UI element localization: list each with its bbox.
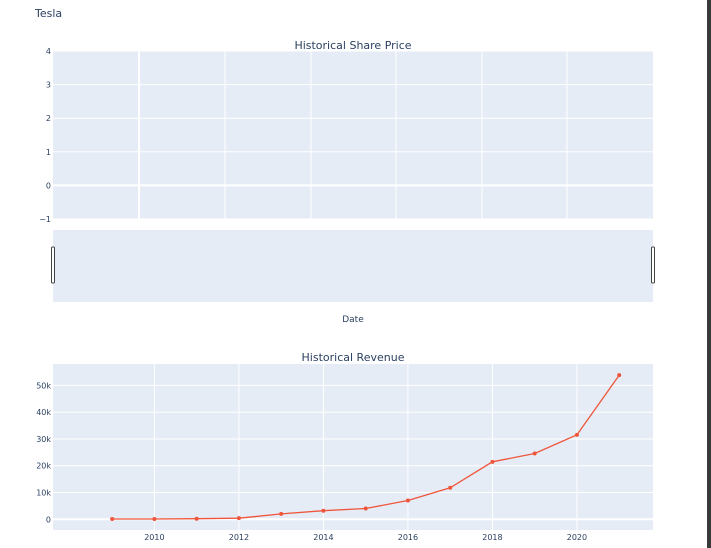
revenue-series (110, 373, 622, 521)
revenue-plot-area (53, 364, 653, 530)
revenue-point[interactable] (617, 373, 622, 378)
revenue-x-tick-label: 2018 (482, 533, 502, 542)
revenue-point[interactable] (490, 459, 495, 464)
share-price-y-tick-label: 4 (46, 47, 51, 56)
range-slider-track (53, 230, 653, 302)
share-price-grid (53, 50, 653, 220)
revenue-y-tick-label: 10k (36, 489, 51, 498)
revenue-y-ticks: 50k 40k 30k 20k 10k 0 (36, 381, 51, 524)
revenue-y-tick-label: 30k (36, 435, 51, 444)
revenue-y-tick-label: 50k (36, 381, 51, 390)
revenue-chart: Historical Revenue 50k 40k 30k 20k 10k 0 2010… (36, 351, 653, 542)
revenue-x-ticks: 2010 2012 2014 2016 2018 2020 (144, 533, 587, 542)
share-price-y-tick-label: −1 (39, 215, 51, 224)
revenue-point[interactable] (279, 511, 284, 516)
revenue-y-tick-label: 20k (36, 462, 51, 471)
revenue-point[interactable] (236, 516, 241, 521)
revenue-x-tick-label: 2010 (144, 533, 164, 542)
revenue-point[interactable] (363, 506, 368, 511)
revenue-x-tick-label: 2014 (313, 533, 333, 542)
revenue-x-tick-label: 2012 (229, 533, 249, 542)
revenue-point[interactable] (405, 498, 410, 503)
page-title: Tesla (35, 7, 63, 20)
share-price-y-tick-label: 0 (46, 181, 51, 190)
range-slider-left-handle[interactable] (51, 246, 55, 284)
share-price-x-axis-label: Date (342, 315, 364, 325)
share-price-plot-area (53, 51, 653, 219)
revenue-grid (53, 364, 653, 530)
range-slider-right-handle[interactable] (651, 246, 655, 284)
revenue-point[interactable] (321, 508, 326, 513)
revenue-point[interactable] (532, 451, 537, 456)
share-price-chart: Historical Share Price 4 3 2 1 0 −1 Date (39, 39, 655, 325)
revenue-x-tick-label: 2020 (567, 533, 587, 542)
share-price-title: Historical Share Price (294, 39, 411, 52)
share-price-y-tick-label: 1 (46, 148, 51, 157)
revenue-x-tick-label: 2016 (398, 533, 418, 542)
revenue-point[interactable] (574, 432, 579, 437)
revenue-point[interactable] (448, 485, 453, 490)
range-slider[interactable] (51, 230, 655, 302)
share-price-y-tick-label: 2 (46, 114, 51, 123)
share-price-y-tick-label: 3 (46, 81, 51, 90)
revenue-title: Historical Revenue (302, 351, 405, 364)
share-price-y-ticks: 4 3 2 1 0 −1 (39, 47, 51, 224)
revenue-point[interactable] (152, 516, 157, 521)
revenue-point[interactable] (110, 516, 115, 521)
window-edge (707, 0, 711, 548)
revenue-y-tick-label: 0 (46, 515, 51, 524)
revenue-y-tick-label: 40k (36, 408, 51, 417)
revenue-point[interactable] (194, 516, 199, 521)
